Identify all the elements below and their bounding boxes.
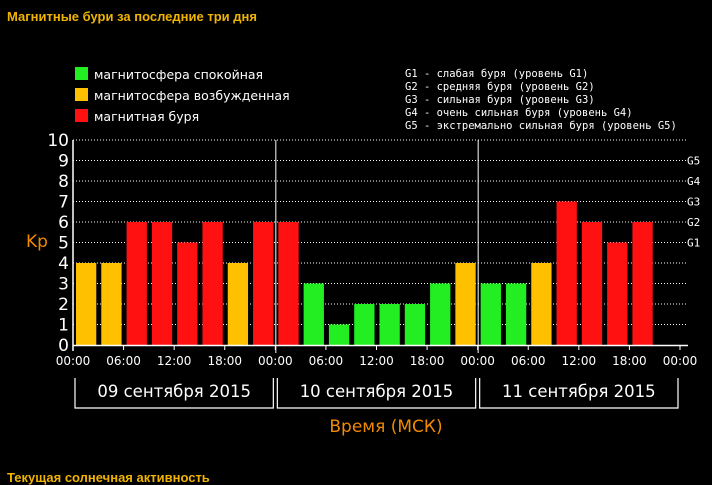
kp-chart: магнитосфера спокойная магнитосфера возб… [26, 67, 701, 437]
x-tick-label: 18:00 [410, 354, 445, 368]
day-label: 09 сентября 2015 [97, 382, 251, 401]
day-bracket [479, 378, 679, 409]
kp-bar [455, 263, 476, 345]
x-tick-label: 06:00 [309, 354, 344, 368]
page-title: Магнитные бури за последние три дня [7, 9, 257, 24]
x-tick-label: 12:00 [359, 354, 394, 368]
kp-bar [531, 263, 552, 345]
g-level-tick-label: G5 [687, 155, 700, 168]
g-legend-2: G2 - средняя буря (уровень G2) [405, 81, 595, 93]
y-tick-label: 9 [58, 152, 69, 172]
g-legend-4: G4 - очень сильная буря (уровень G4) [405, 107, 633, 119]
day-label: 10 сентября 2015 [300, 382, 454, 401]
y-tick-label: 0 [58, 336, 69, 356]
x-tick-label: 00:00 [460, 354, 495, 368]
y-tick-label: 4 [58, 254, 69, 274]
kp-bar [556, 201, 577, 345]
x-tick-label: 12:00 [562, 354, 597, 368]
kp-bar [379, 304, 400, 345]
legend-swatch-storm [75, 109, 88, 122]
legend-swatch-excited [75, 88, 88, 101]
kp-bar [101, 263, 122, 345]
kp-bar [505, 283, 527, 345]
day-bracket [276, 378, 477, 409]
x-tick-label: 00:00 [258, 354, 293, 368]
y-tick-label: 6 [58, 213, 69, 233]
x-tick-label: 00:00 [56, 354, 91, 368]
day-bracket [74, 378, 274, 409]
kp-bar [253, 222, 274, 345]
y-tick-label: 1 [58, 316, 69, 336]
day-label: 11 сентября 2015 [502, 382, 656, 401]
legend-label-storm: магнитная буря [94, 109, 199, 124]
y-axis-label: Kp [26, 232, 48, 252]
kp-bar [632, 222, 653, 345]
legend-label-calm: магнитосфера спокойная [94, 67, 263, 82]
x-axis-label: Время (МСК) [329, 417, 442, 437]
g-level-tick-label: G3 [687, 196, 700, 209]
kp-bar [430, 283, 451, 345]
y-tick-label: 5 [58, 234, 69, 254]
y-tick-label: 7 [58, 193, 69, 213]
y-tick-label: 10 [47, 131, 69, 151]
kp-bar [202, 222, 223, 345]
kp-bar [404, 304, 426, 345]
kp-bar [581, 222, 603, 345]
x-tick-label: 06:00 [106, 354, 141, 368]
x-tick-label: 18:00 [207, 354, 242, 368]
kp-bar [354, 304, 375, 345]
x-tick-label: 18:00 [612, 354, 647, 368]
g-legend-3: G3 - сильная буря (уровень G3) [405, 94, 595, 106]
kp-bar [126, 222, 147, 345]
g-legend-1: G1 - слабая буря (уровень G1) [405, 68, 588, 80]
y-tick-label: 2 [58, 295, 69, 315]
kp-bar [151, 222, 173, 345]
kp-bar [278, 222, 299, 345]
g-level-tick-label: G4 [687, 175, 701, 188]
kp-bar [227, 263, 249, 345]
g-legend-5: G5 - экстремально сильная буря (уровень … [405, 120, 677, 132]
g-level-tick-label: G2 [687, 216, 700, 229]
kp-bar [328, 324, 350, 345]
legend-label-excited: магнитосфера возбужденная [94, 88, 290, 103]
legend-swatch-calm [75, 67, 88, 80]
x-tick-label: 12:00 [157, 354, 192, 368]
g-level-tick-label: G1 [687, 237, 700, 250]
x-tick-label: 06:00 [511, 354, 546, 368]
y-tick-label: 3 [58, 275, 69, 295]
kp-bar [177, 242, 198, 345]
kp-bar [480, 283, 501, 345]
kp-bar [607, 242, 628, 345]
kp-bar [303, 283, 324, 345]
kp-bar [76, 263, 97, 345]
y-tick-label: 8 [58, 172, 69, 192]
section-title-solar-activity: Текущая солнечная активность [7, 470, 210, 485]
x-tick-label: 00:00 [663, 354, 698, 368]
